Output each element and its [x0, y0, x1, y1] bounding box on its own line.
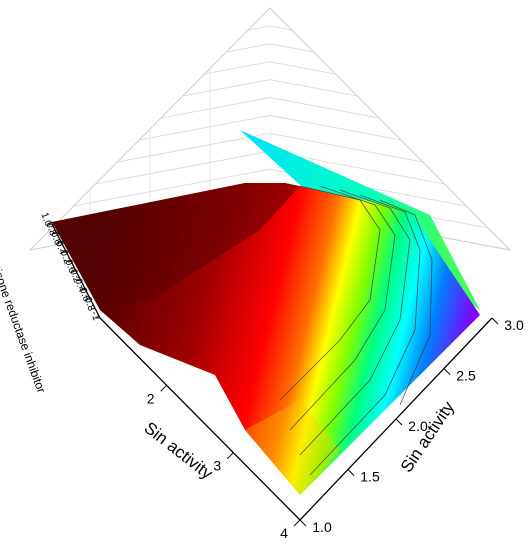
- left-axis-line: [99, 317, 301, 521]
- grid-line: [226, 43, 271, 53]
- grid-line: [269, 43, 314, 53]
- left-axis-ticks: 2 3 4: [147, 384, 301, 541]
- right-tick-mark: [395, 418, 403, 426]
- grid-line: [269, 97, 380, 119]
- grid-line: [269, 25, 292, 31]
- grid-line: [95, 150, 271, 185]
- surface-dark-shade: [52, 183, 300, 310]
- z-tick-label: 0.4: [53, 239, 68, 256]
- z-axis-label: Cortisone reductase inhibitor: [0, 246, 48, 394]
- grid-line: [160, 97, 271, 119]
- grid-line: [204, 61, 271, 75]
- left-axis-label: Sin activity: [141, 418, 217, 483]
- contour-line: [299, 189, 411, 456]
- right-tick-mark: [299, 519, 307, 527]
- right-axis-ticks: 1.0 1.5 2.0 2.5 3.0: [299, 317, 524, 535]
- grid-line: [117, 132, 271, 163]
- grid-line: [269, 132, 423, 163]
- grid-line: [248, 25, 271, 31]
- contour-line: [309, 194, 421, 476]
- right-tick-label: 1.5: [360, 469, 380, 485]
- z-tick-label: 0.8: [43, 221, 58, 238]
- left-tick-label: 3: [213, 458, 221, 474]
- contour-line: [289, 185, 396, 431]
- z-tick-label: 0.2: [58, 249, 73, 266]
- z-tick-label: 1.0: [38, 211, 53, 228]
- grid-line: [139, 115, 271, 141]
- right-tick-label: 1.0: [312, 519, 332, 535]
- surface: [52, 130, 480, 495]
- z-tick-label: -1: [88, 310, 102, 323]
- right-tick-label: 2.5: [456, 368, 476, 384]
- left-tick-mark: [226, 452, 234, 460]
- surface-front-highlight: [245, 400, 340, 495]
- left-tick-mark: [293, 519, 301, 527]
- left-tick-label: 4: [280, 525, 288, 541]
- right-tick-mark: [347, 469, 355, 476]
- z-tick-label: 0.6: [48, 230, 63, 247]
- z-tick-label: 0.0: [62, 258, 77, 275]
- grid-line: [269, 79, 358, 97]
- grid-line: [269, 115, 401, 141]
- grid-line: [73, 168, 271, 207]
- grid-line: [182, 79, 271, 97]
- contour-lines: [279, 185, 433, 476]
- contour-line: [379, 199, 433, 406]
- right-tick-mark: [491, 317, 499, 325]
- contour-line: [279, 185, 381, 401]
- grid-line: [269, 61, 336, 75]
- left-tick-mark: [160, 384, 168, 392]
- right-tick-label: 3.0: [504, 317, 524, 333]
- right-tick-label: 2.0: [408, 418, 428, 434]
- right-tick-mark: [443, 368, 451, 375]
- left-tick-label: 2: [147, 390, 155, 406]
